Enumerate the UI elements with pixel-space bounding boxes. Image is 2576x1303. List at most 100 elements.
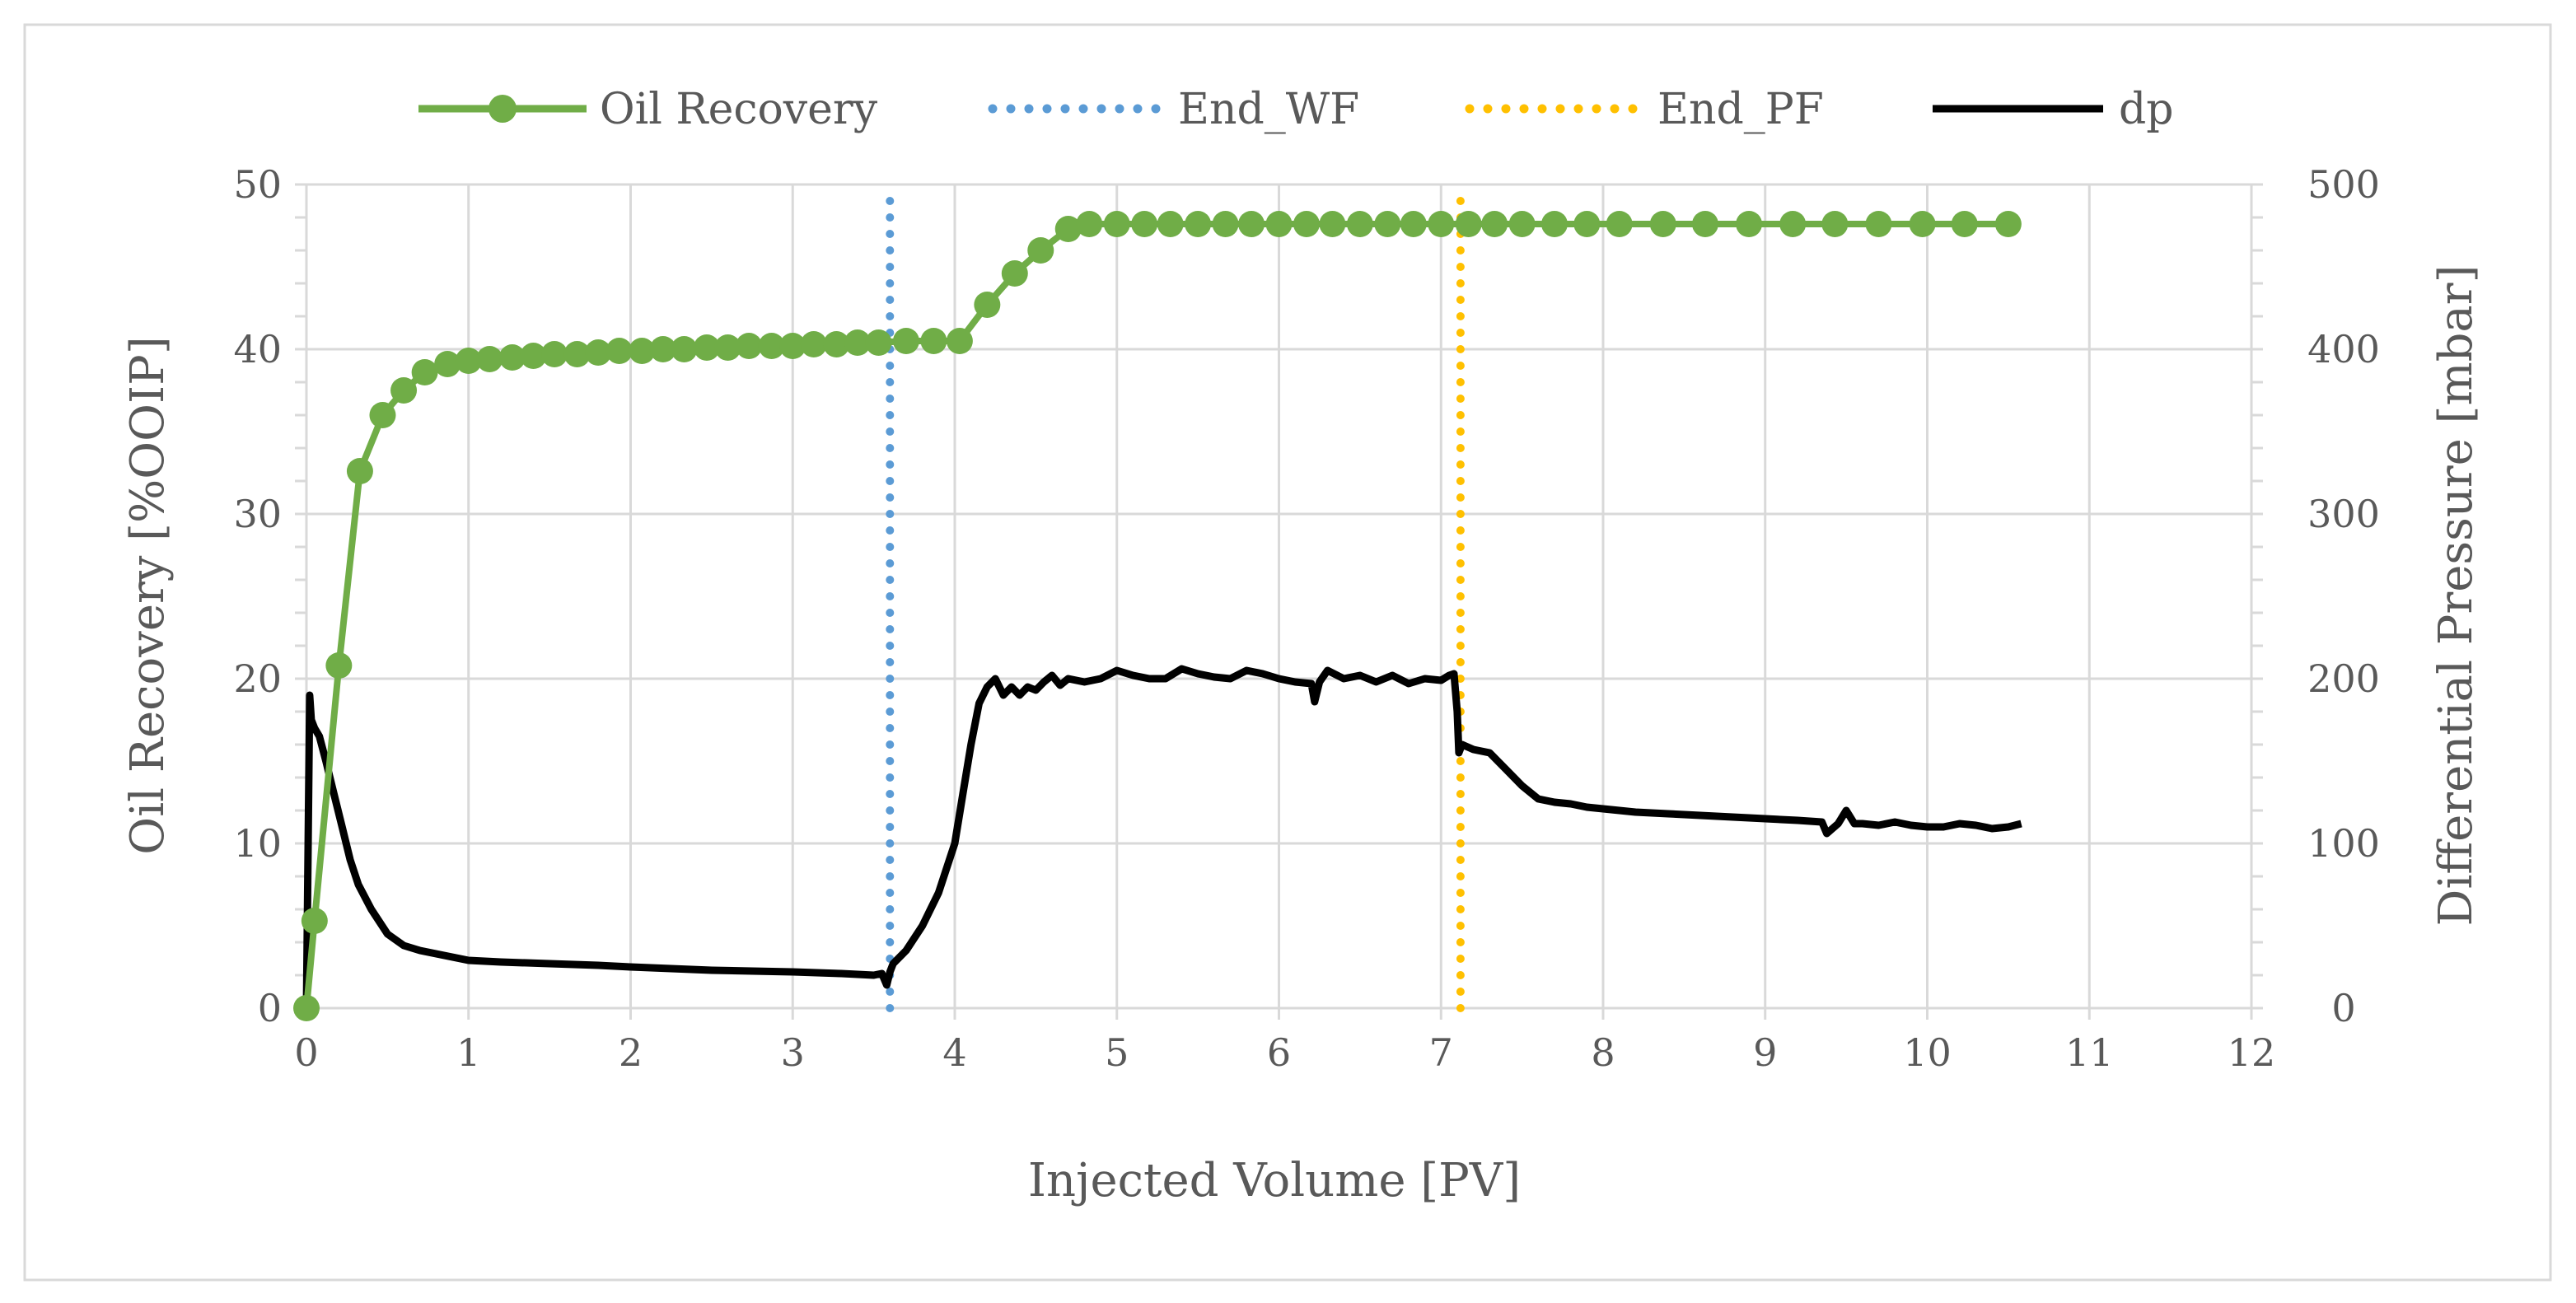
- legend-label-dp: dp: [2119, 85, 2174, 134]
- y2-tick-label: 300: [2307, 492, 2380, 536]
- data-point-oil-recovery: [293, 995, 320, 1021]
- legend-marker-oil-recovery: [489, 95, 517, 123]
- data-point-oil-recovery: [1736, 211, 1763, 237]
- data-point-oil-recovery: [693, 334, 720, 361]
- data-point-oil-recovery: [520, 343, 547, 369]
- data-point-oil-recovery: [390, 377, 418, 404]
- x-tick-label: 7: [1429, 1030, 1453, 1075]
- y2-tick-label: 400: [2307, 327, 2380, 371]
- data-point-oil-recovery: [411, 359, 438, 385]
- data-point-oil-recovery: [346, 458, 373, 484]
- data-point-oil-recovery: [892, 328, 919, 354]
- data-point-oil-recovery: [563, 341, 591, 367]
- data-point-oil-recovery: [325, 652, 353, 679]
- data-point-oil-recovery: [1428, 211, 1455, 237]
- legend-label-end-wf: End_WF: [1178, 85, 1359, 134]
- legend-label-oil-recovery: Oil Recovery: [600, 85, 878, 134]
- data-point-oil-recovery: [844, 329, 871, 356]
- data-point-oil-recovery: [1779, 211, 1807, 237]
- data-point-oil-recovery: [1319, 211, 1346, 237]
- x-tick-label: 3: [781, 1030, 805, 1075]
- legend-item-dp: dp: [1933, 85, 2174, 134]
- x-tick-label: 9: [1753, 1030, 1777, 1075]
- y-tick-label: 40: [233, 327, 282, 371]
- y-tick-label: 30: [233, 492, 282, 536]
- data-point-oil-recovery: [920, 328, 947, 354]
- x-tick-label: 10: [1903, 1030, 1952, 1075]
- y-tick-label: 10: [233, 821, 282, 866]
- data-point-oil-recovery: [369, 402, 396, 428]
- data-point-oil-recovery: [1951, 211, 1978, 237]
- x-tick-label: 11: [2065, 1030, 2114, 1075]
- data-point-oil-recovery: [1606, 211, 1633, 237]
- data-point-oil-recovery: [671, 336, 698, 362]
- y2-axis-title: Differential Pressure [mbar]: [2429, 265, 2483, 927]
- data-point-oil-recovery: [1865, 211, 1892, 237]
- series-line-dp: [302, 665, 2022, 1009]
- plot-area: [293, 180, 2022, 1021]
- y2-tick-label: 500: [2307, 162, 2380, 207]
- data-point-oil-recovery: [1238, 211, 1265, 237]
- data-point-oil-recovery: [1212, 211, 1239, 237]
- y2-tick-label: 100: [2307, 821, 2380, 866]
- data-point-oil-recovery: [476, 346, 503, 372]
- data-point-oil-recovery: [974, 292, 1001, 318]
- data-point-oil-recovery: [1346, 211, 1373, 237]
- x-tick-label: 6: [1267, 1030, 1291, 1075]
- data-point-oil-recovery: [1691, 211, 1718, 237]
- data-point-oil-recovery: [779, 333, 806, 359]
- data-point-oil-recovery: [585, 339, 612, 366]
- legend: Oil Recovery End_WF End_PF dp: [418, 85, 2174, 134]
- y2-tick-label: 0: [2331, 986, 2355, 1030]
- data-point-oil-recovery: [455, 348, 482, 374]
- y-tick-label: 50: [233, 162, 282, 207]
- data-point-oil-recovery: [1909, 211, 1936, 237]
- x-tick-label: 4: [942, 1030, 966, 1075]
- x-tick-label: 8: [1591, 1030, 1615, 1075]
- data-point-oil-recovery: [1001, 260, 1028, 287]
- data-point-oil-recovery: [1481, 211, 1508, 237]
- data-point-oil-recovery: [1374, 211, 1401, 237]
- data-point-oil-recovery: [1540, 211, 1568, 237]
- data-point-oil-recovery: [714, 334, 741, 361]
- data-point-oil-recovery: [946, 328, 973, 354]
- x-tick-label: 5: [1105, 1030, 1129, 1075]
- data-point-oil-recovery: [823, 331, 850, 357]
- data-point-oil-recovery: [1994, 211, 2022, 237]
- x-tick-label: 12: [2228, 1030, 2276, 1075]
- data-point-oil-recovery: [758, 333, 785, 359]
- x-tick-label: 0: [294, 1030, 318, 1075]
- data-point-oil-recovery: [800, 331, 827, 357]
- legend-label-end-pf: End_PF: [1657, 85, 1824, 134]
- legend-item-oil-recovery: Oil Recovery: [418, 85, 878, 134]
- data-point-oil-recovery: [736, 333, 763, 359]
- data-point-oil-recovery: [629, 338, 656, 364]
- data-point-oil-recovery: [1455, 211, 1482, 237]
- x-axis-title: Injected Volume [PV]: [1028, 1154, 1521, 1207]
- data-point-oil-recovery: [1400, 211, 1427, 237]
- data-point-oil-recovery: [649, 336, 676, 362]
- data-point-oil-recovery: [1076, 211, 1103, 237]
- data-point-oil-recovery: [865, 329, 892, 356]
- data-point-oil-recovery: [605, 338, 633, 364]
- legend-item-end-pf: End_PF: [1465, 85, 1824, 134]
- data-point-oil-recovery: [1131, 211, 1158, 237]
- y-tick-label: 20: [233, 656, 282, 701]
- chart-frame: [23, 23, 2552, 1282]
- data-point-oil-recovery: [1157, 211, 1184, 237]
- data-point-oil-recovery: [1027, 237, 1054, 264]
- data-point-oil-recovery: [1185, 211, 1212, 237]
- y-tick-label: 0: [258, 986, 282, 1030]
- data-point-oil-recovery: [1821, 211, 1849, 237]
- data-point-oil-recovery: [1508, 211, 1536, 237]
- data-point-oil-recovery: [301, 908, 328, 934]
- data-point-oil-recovery: [1573, 211, 1601, 237]
- y-axis-title: Oil Recovery [%OOIP]: [121, 336, 175, 854]
- data-point-oil-recovery: [1649, 211, 1676, 237]
- x-tick-label: 1: [456, 1030, 480, 1075]
- tick-labels: 0 1 2 3 4 5 6 7 8 9 10 11 12010203040500100200300400…: [233, 162, 2379, 1075]
- data-point-oil-recovery: [1265, 211, 1293, 237]
- x-tick-label: 2: [619, 1030, 643, 1075]
- data-point-oil-recovery: [541, 341, 568, 367]
